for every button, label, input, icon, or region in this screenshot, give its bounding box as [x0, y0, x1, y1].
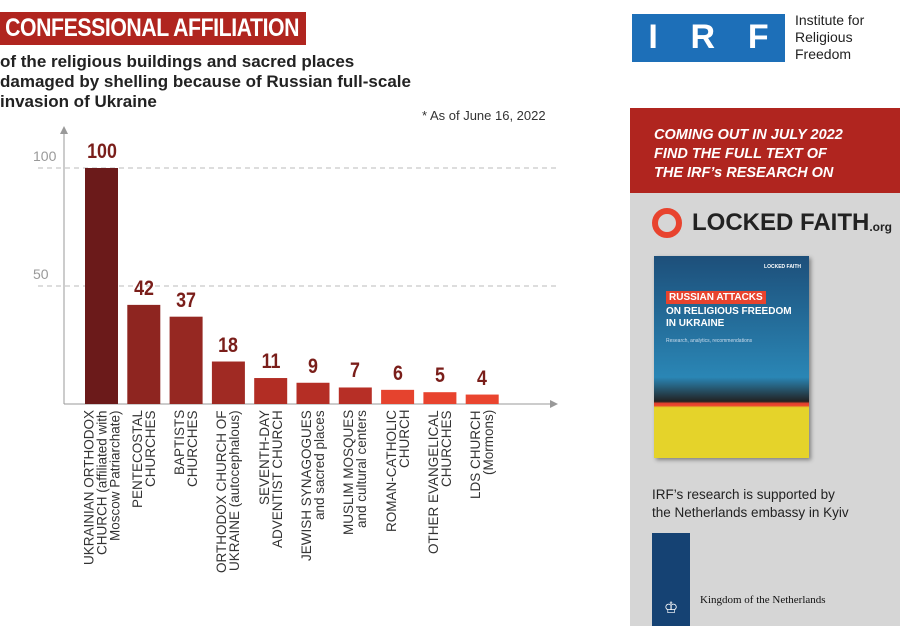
x-tick-label: LDS CHURCH (Mormons) [468, 410, 497, 610]
bar [381, 389, 415, 404]
report-cover: LOCKED FAITH RUSSIAN ATTACKS ON RELIGIOU… [654, 256, 809, 458]
cover-subtitle: Research, analytics, recommendations [666, 338, 753, 344]
bar [254, 378, 288, 404]
x-tick-label-line: PENTECOSTAL [129, 410, 145, 509]
logo-name-line: Institute for [795, 12, 865, 28]
logo-letter: R [690, 18, 716, 56]
locked-faith-logo: LOCKED FAITH .org [652, 208, 892, 238]
cover-title: IN UKRAINE [666, 318, 725, 329]
netherlands-name: Kingdom of the Netherlands [700, 594, 826, 606]
x-tick-label: ORTHODOX CHURCH OF UKRAINE (autocephalous… [214, 410, 243, 610]
logo-name-line: Freedom [795, 46, 852, 62]
x-tick-label: OTHER EVANGELICAL CHURCHES [425, 410, 454, 610]
date-note: * As of June 16, 2022 [422, 108, 546, 123]
cover-brand: LOCKED FAITH [764, 264, 801, 270]
bar [338, 387, 372, 404]
x-tick-label-line: Moscow Patriarchate) [107, 410, 122, 541]
y-axis-arrow [60, 126, 68, 134]
bar [465, 394, 499, 404]
x-tick-label-line: (Mormons) [481, 410, 497, 476]
site-name: LOCKED FAITH [692, 209, 870, 236]
promo-panel: COMING OUT IN JULY 2022 FIND THE FULL TE… [630, 108, 900, 626]
x-tick-label-line: CHURCHES [438, 410, 454, 487]
data-label: 18 [218, 333, 239, 357]
bar [423, 392, 457, 404]
x-tick-label-line: OTHER EVANGELICAL [425, 410, 441, 554]
data-label: 9 [308, 354, 318, 378]
x-axis-arrow [550, 400, 558, 408]
x-tick-label: SEVENTH-DAY ADVENTIST CHURCH [256, 410, 285, 610]
x-tick-label-line: and sacred places [312, 410, 327, 520]
ring-icon [652, 208, 682, 238]
x-tick-label: MUSLIM MOSQUES and cultural centers [341, 410, 370, 610]
x-tick-label-line: CHURCH [396, 410, 412, 469]
logo-letter: F [747, 18, 769, 56]
crest-icon: ♔ [652, 533, 690, 626]
x-tick-label: PENTECOSTAL CHURCHES [129, 410, 158, 610]
chart-subtitle: of the religious buildings and sacred pl… [0, 52, 411, 111]
data-label: 5 [434, 364, 445, 388]
bar-chart [0, 120, 600, 626]
x-tick-label: UKRAINIAN ORTHODOX CHURCH (affiliated wit… [81, 410, 122, 610]
x-tick-label-line: ROMAN-CATHOLIC [383, 410, 399, 533]
x-tick-label-line: CHURCH (affiliated with [94, 410, 109, 555]
netherlands-logo: ♔ Kingdom of the Netherlands [652, 533, 826, 626]
data-label: 11 [261, 350, 281, 374]
bar [169, 316, 203, 404]
support-text: IRF’s research is supported by the Nethe… [652, 486, 849, 522]
bar [296, 382, 330, 404]
x-tick-label: ROMAN-CATHOLIC CHURCH [383, 410, 412, 610]
bar [127, 304, 161, 404]
logo-letter: I [648, 18, 658, 56]
data-label: 6 [392, 361, 403, 385]
site-suffix: .org [869, 220, 892, 234]
data-label: 37 [176, 288, 197, 312]
x-tick-label-line: UKRAINIAN ORTHODOX [81, 410, 96, 566]
promo-line: FIND THE FULL TEXT OF [654, 146, 827, 162]
y-tick-label: 100 [33, 148, 57, 164]
data-label: 100 [86, 140, 117, 163]
irf-logo: I R F Institute for Religious Freedom [632, 12, 864, 63]
promo-line: COMING OUT IN JULY 2022 [654, 127, 843, 143]
x-tick-label-line: CHURCHES [142, 410, 158, 487]
x-tick-label: JEWISH SYNAGOGUES and sacred places [299, 410, 327, 610]
cover-tag: RUSSIAN ATTACKS [666, 291, 766, 304]
x-tick-label: BAPTISTS CHURCHES [172, 410, 201, 610]
data-label: 4 [477, 366, 488, 390]
x-tick-label-line: SEVENTH-DAY [256, 410, 272, 506]
chart-title: CONFESSIONAL AFFILIATION [0, 12, 306, 45]
y-tick-label: 50 [33, 266, 49, 282]
x-tick-label-line: and cultural centers [354, 410, 370, 528]
cover-title: ON RELIGIOUS FREEDOM [666, 306, 792, 317]
bar [211, 361, 245, 404]
bar [85, 168, 118, 404]
logo-name-line: Religious [795, 29, 853, 45]
x-tick-label-line: UKRAINE (autocephalous) [227, 410, 243, 571]
promo-line: THE IRF’s RESEARCH ON [654, 165, 834, 181]
promo-header: COMING OUT IN JULY 2022 FIND THE FULL TE… [630, 108, 900, 193]
data-label: 7 [350, 359, 361, 383]
data-label: 42 [133, 276, 154, 300]
chart-svg [38, 126, 560, 408]
support-line: the Netherlands embassy in Kyiv [652, 505, 849, 520]
x-tick-label-line: ADVENTIST CHURCH [269, 410, 285, 548]
x-tick-label-line: CHURCHES [185, 410, 201, 487]
support-line: IRF’s research is supported by [652, 487, 835, 502]
